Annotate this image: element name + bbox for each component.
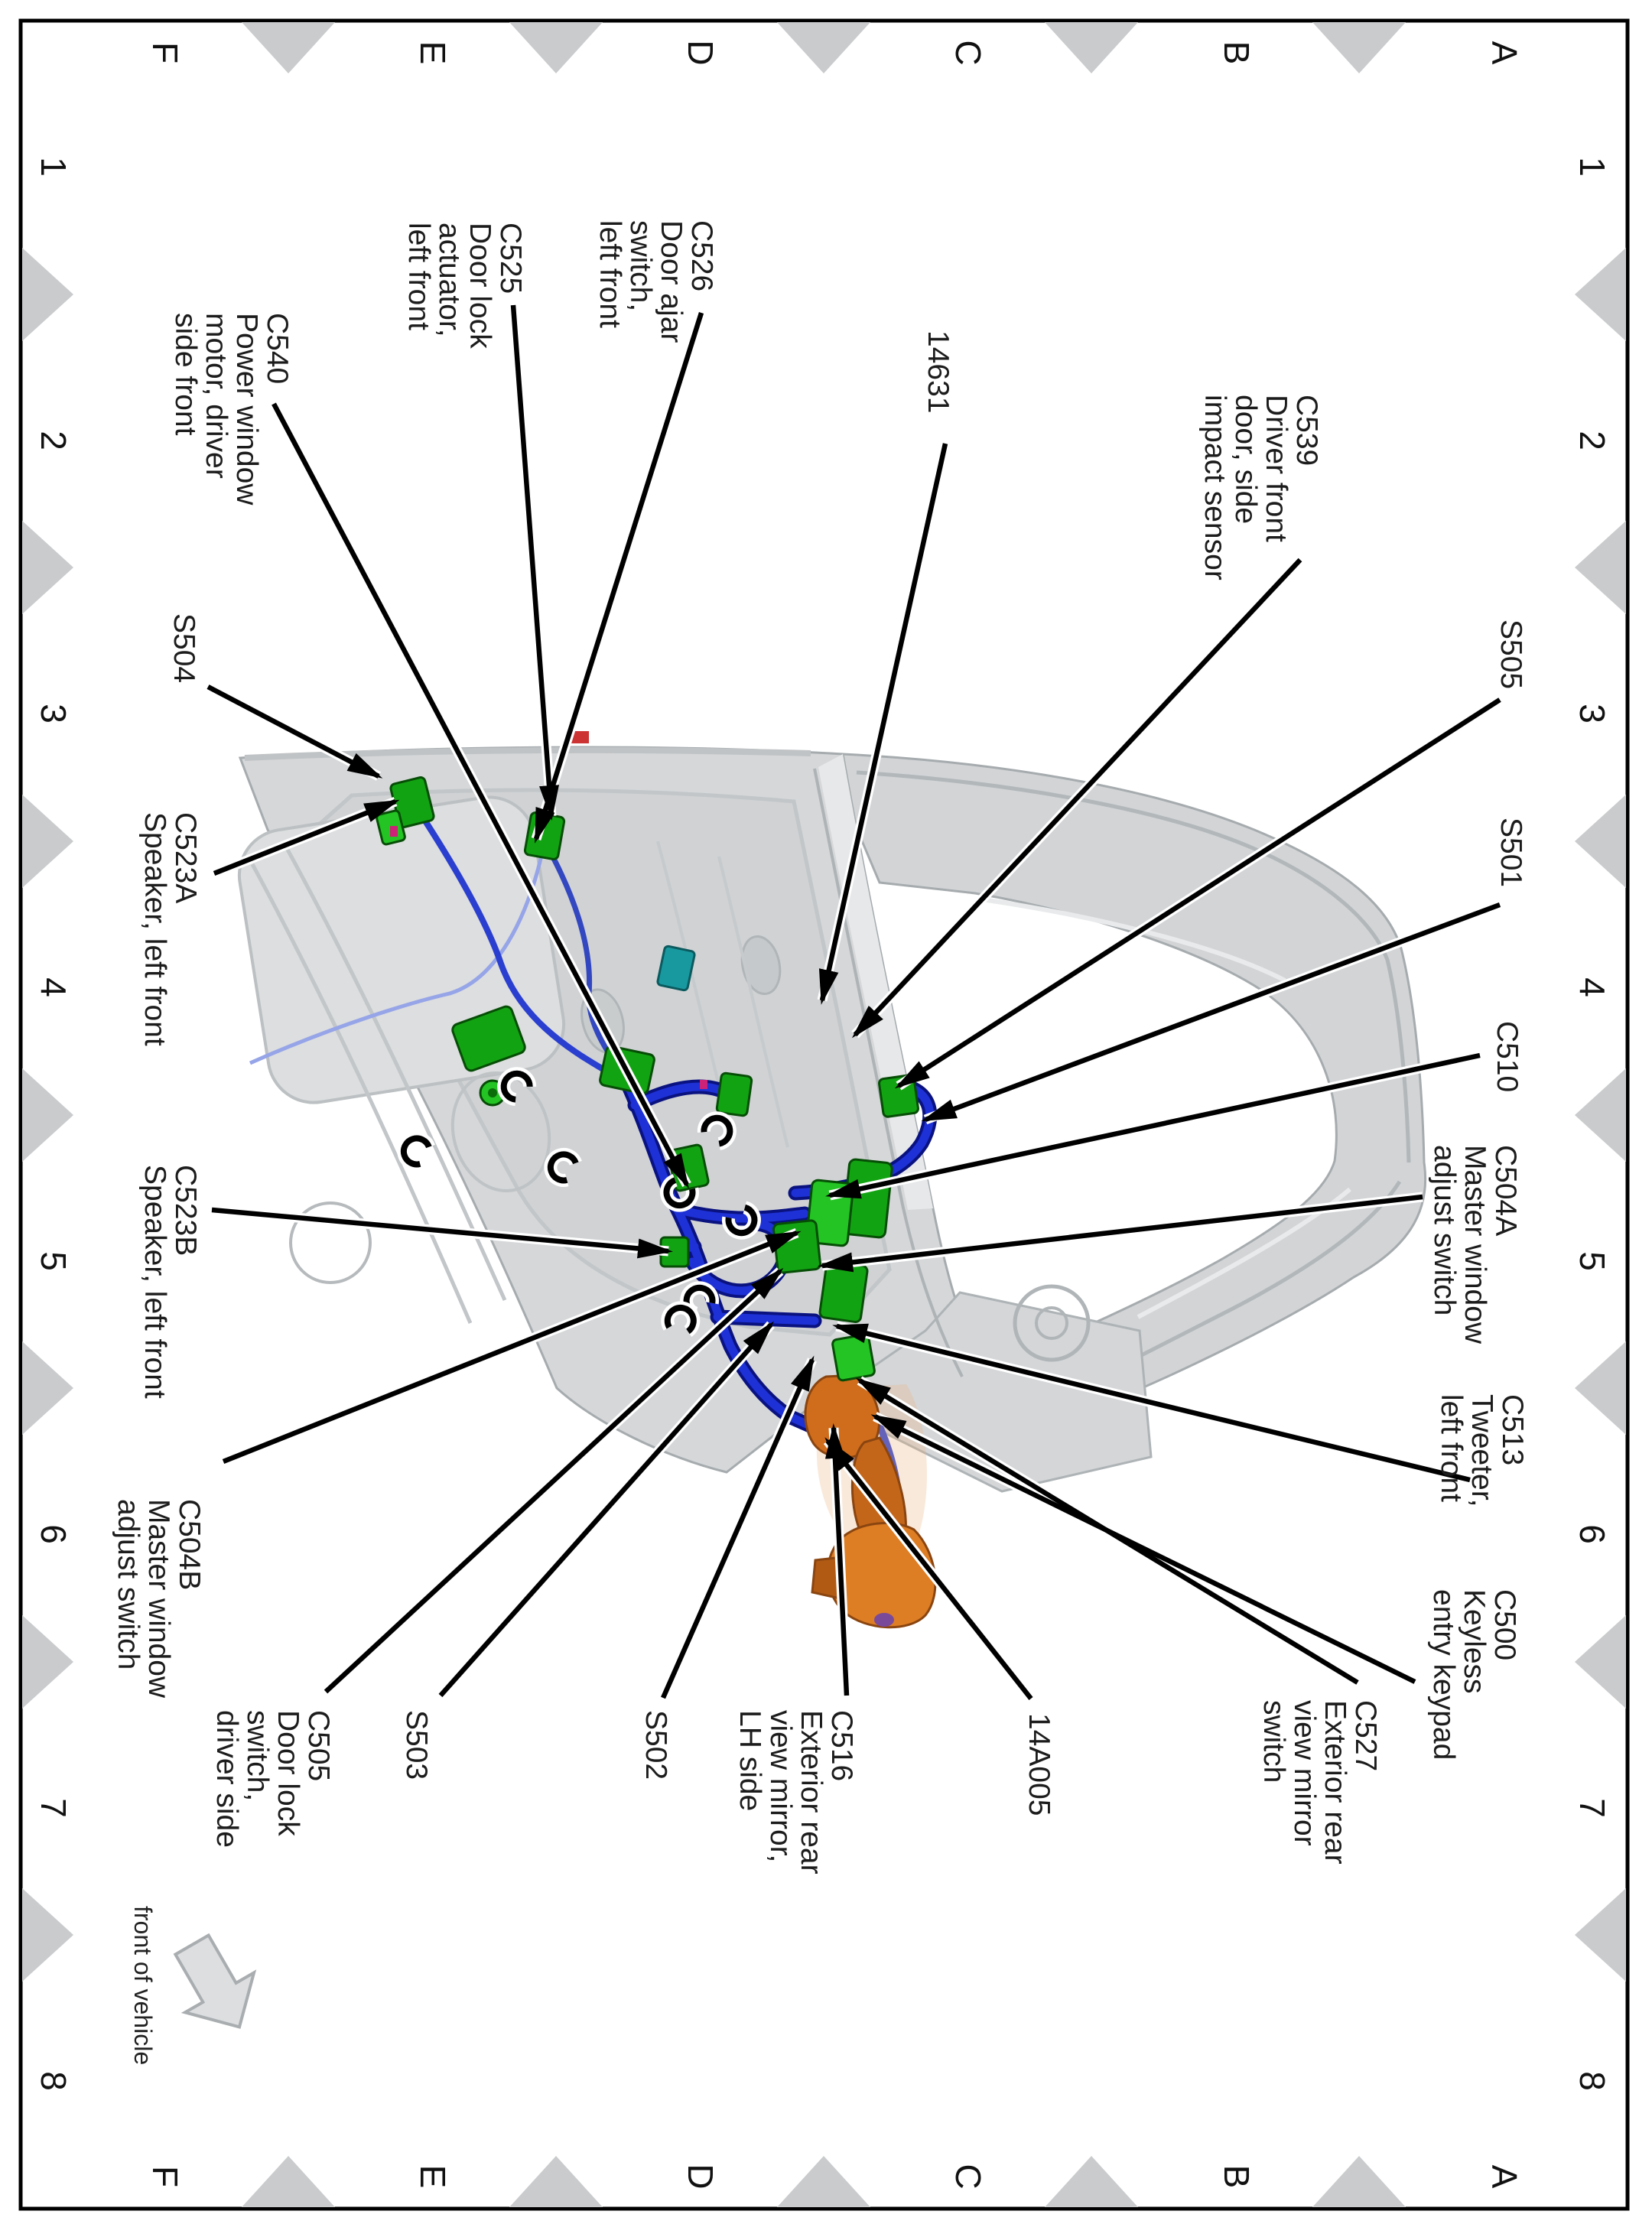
svg-text:C: C xyxy=(948,2164,988,2189)
svg-text:C527Exterior rearview mirrorsw: C527Exterior rearview mirrorswitch xyxy=(1257,1700,1382,1865)
svg-text:S504: S504 xyxy=(167,613,200,683)
svg-text:D: D xyxy=(681,2164,720,2189)
svg-text:C523ASpeaker, left front: C523ASpeaker, left front xyxy=(138,812,202,1046)
svg-text:front of vehicle: front of vehicle xyxy=(129,1906,157,2065)
svg-text:E: E xyxy=(413,41,453,65)
svg-text:B: B xyxy=(1217,41,1257,65)
svg-text:C: C xyxy=(948,40,988,65)
svg-text:E: E xyxy=(413,2165,453,2189)
svg-text:F: F xyxy=(145,2166,185,2187)
svg-text:3: 3 xyxy=(34,704,73,723)
svg-text:2: 2 xyxy=(34,431,73,450)
svg-text:C513Tweeter,left front: C513Tweeter,left front xyxy=(1435,1394,1529,1507)
svg-text:6: 6 xyxy=(1572,1524,1612,1544)
svg-text:A: A xyxy=(1485,2165,1524,2189)
svg-text:F: F xyxy=(145,42,185,63)
svg-text:S501: S501 xyxy=(1494,818,1527,887)
svg-text:C516Exterior rearview mirror,L: C516Exterior rearview mirror,LH side xyxy=(733,1710,858,1874)
svg-text:1: 1 xyxy=(34,157,73,177)
svg-text:5: 5 xyxy=(1572,1251,1612,1271)
svg-text:5: 5 xyxy=(34,1251,73,1271)
svg-text:C504AMaster windowadjust switc: C504AMaster windowadjust switch xyxy=(1428,1145,1522,1344)
svg-text:6: 6 xyxy=(34,1524,73,1544)
svg-text:C540Power windowmotor, drivers: C540Power windowmotor, driverside front xyxy=(169,313,294,506)
svg-text:8: 8 xyxy=(1572,2071,1612,2091)
svg-text:C526Door ajarswitch,left front: C526Door ajarswitch,left front xyxy=(593,220,718,343)
svg-text:2: 2 xyxy=(1572,431,1612,450)
svg-text:C505Door lockswitch,driver sid: C505Door lockswitch,driver side xyxy=(210,1710,335,1848)
svg-text:C523BSpeaker, left front: C523BSpeaker, left front xyxy=(138,1165,202,1399)
svg-text:C500Keylessentry keypad: C500Keylessentry keypad xyxy=(1427,1589,1521,1760)
svg-text:C525Door lockactuator,left fro: C525Door lockactuator,left front xyxy=(402,223,527,349)
svg-text:14A005: 14A005 xyxy=(1023,1713,1055,1816)
svg-text:1: 1 xyxy=(1572,157,1612,177)
svg-text:S503: S503 xyxy=(400,1710,433,1780)
svg-text:7: 7 xyxy=(34,1798,73,1818)
svg-text:B: B xyxy=(1217,2165,1257,2189)
svg-text:C510: C510 xyxy=(1491,1021,1524,1092)
svg-text:S505: S505 xyxy=(1494,619,1527,689)
svg-text:7: 7 xyxy=(1572,1798,1612,1818)
svg-text:C539Driver frontdoor, sideimpa: C539Driver frontdoor, sideimpact sensor xyxy=(1198,395,1323,580)
svg-text:14631: 14631 xyxy=(922,330,954,413)
svg-text:8: 8 xyxy=(34,2071,73,2091)
svg-text:C504BMaster windowadjust switc: C504BMaster windowadjust switch xyxy=(112,1499,206,1699)
svg-text:3: 3 xyxy=(1572,704,1612,723)
svg-text:4: 4 xyxy=(34,977,73,997)
svg-text:4: 4 xyxy=(1572,977,1612,997)
svg-text:A: A xyxy=(1485,41,1524,65)
svg-text:D: D xyxy=(681,40,720,65)
svg-text:S502: S502 xyxy=(639,1710,672,1780)
